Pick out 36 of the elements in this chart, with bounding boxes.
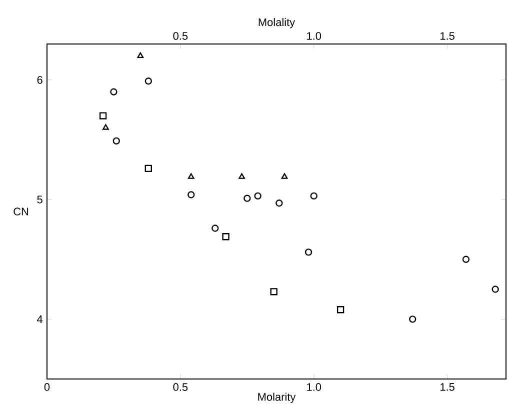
point bbox=[409, 316, 416, 323]
x-tick-label: 0.5 bbox=[173, 383, 188, 391]
point bbox=[212, 224, 219, 232]
point bbox=[222, 233, 230, 240]
point bbox=[310, 192, 318, 200]
point bbox=[244, 194, 251, 202]
y-tick-label: 5 bbox=[37, 196, 42, 204]
y-tick-label: 6 bbox=[37, 76, 42, 84]
point bbox=[462, 256, 470, 263]
point bbox=[188, 191, 195, 198]
point bbox=[336, 306, 344, 314]
x-tick-label: 1.0 bbox=[307, 383, 322, 391]
point bbox=[492, 286, 499, 293]
point bbox=[254, 192, 262, 200]
point bbox=[112, 137, 120, 144]
point bbox=[99, 112, 107, 120]
point bbox=[144, 164, 152, 172]
x2-tick-label: 0.5 bbox=[173, 32, 188, 40]
x2-tick-label: 1.0 bbox=[307, 32, 322, 40]
point bbox=[276, 200, 283, 207]
point bbox=[144, 78, 152, 85]
y-tick-label: 4 bbox=[37, 315, 43, 323]
point bbox=[102, 124, 109, 130]
point bbox=[238, 173, 245, 179]
y-axis-title: CN bbox=[14, 208, 28, 216]
x2-tick-label: 1.5 bbox=[440, 32, 454, 40]
point bbox=[281, 173, 288, 179]
point bbox=[270, 288, 278, 296]
point bbox=[137, 52, 144, 58]
x-tick-label: 0 bbox=[44, 383, 50, 391]
x-tick-label: 1.5 bbox=[440, 383, 454, 391]
point bbox=[110, 88, 118, 96]
point bbox=[188, 173, 194, 179]
x2-axis-title: Molality bbox=[258, 18, 296, 28]
x-axis-title: Molarity bbox=[258, 392, 296, 403]
point bbox=[304, 248, 312, 256]
